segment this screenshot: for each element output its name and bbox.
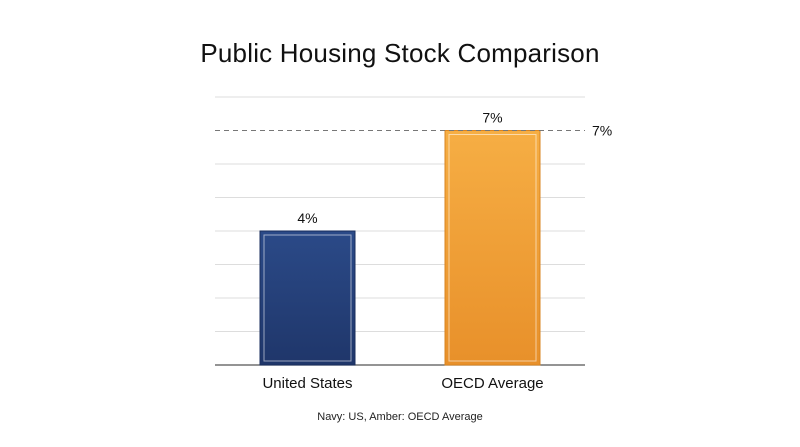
x-tick-label: United States: [262, 375, 352, 392]
chart-caption: Navy: US, Amber: OECD Average: [317, 411, 483, 423]
bar: [259, 230, 356, 366]
bar-inner-outline: [263, 234, 352, 362]
x-tick-label: OECD Average: [441, 375, 543, 392]
reference-line-label: 7%: [592, 123, 612, 139]
labels: 4% United States 7% OECD Average: [262, 110, 543, 393]
data-label: 7%: [482, 110, 502, 126]
reference-line-group: 7%: [215, 123, 612, 139]
bar-inner-outline: [448, 134, 537, 362]
bars: [259, 130, 541, 366]
chart-title: Public Housing Stock Comparison: [200, 38, 600, 68]
data-label: 4%: [297, 210, 317, 226]
bar: [444, 130, 541, 366]
